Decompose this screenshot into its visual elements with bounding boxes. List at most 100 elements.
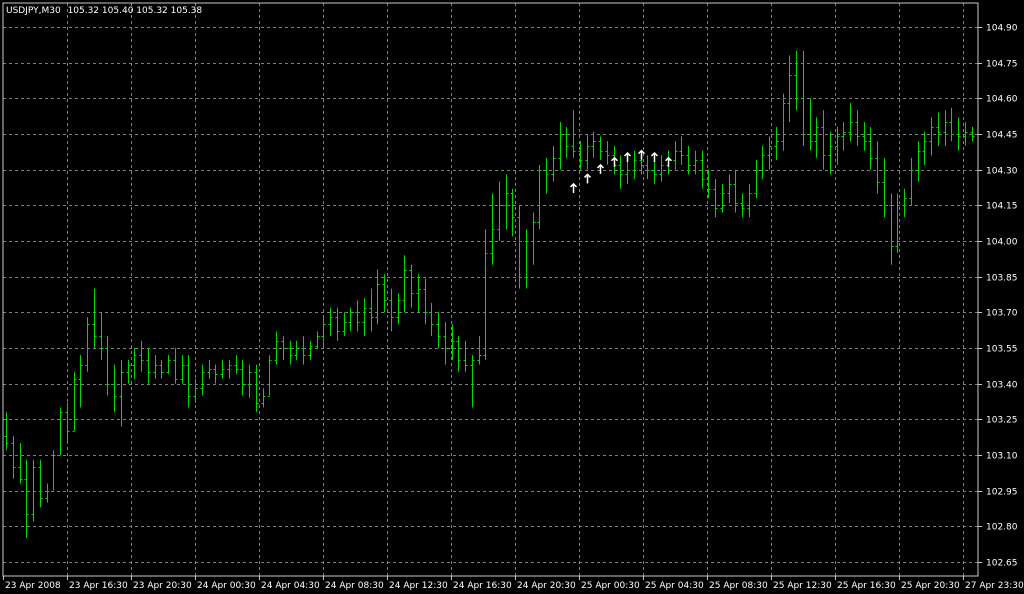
ohlc-bar <box>517 205 522 289</box>
ohlc-bar <box>119 359 124 427</box>
ohlc-bar <box>254 364 259 413</box>
time-tick-label: 23 Apr 2008 <box>5 581 61 591</box>
up-arrow-icon <box>596 163 605 174</box>
ohlc-bar <box>180 355 185 384</box>
ohlc-bar <box>436 312 441 348</box>
grid <box>3 3 978 576</box>
time-tick-label: 24 Apr 16:30 <box>453 581 512 591</box>
arrow-head <box>583 173 592 178</box>
ohlc-bar <box>31 459 36 522</box>
ohlc-bar <box>153 355 158 379</box>
time-tick-label: 23 Apr 20:30 <box>133 581 192 591</box>
ohlc-bar <box>733 169 738 213</box>
ohlc-bar <box>760 145 765 180</box>
ohlc-bar <box>882 157 887 218</box>
up-arrow-icon <box>569 182 578 193</box>
ohlc-bar <box>213 364 218 384</box>
ohlc-bar <box>389 288 394 332</box>
ohlc-bar <box>159 359 164 379</box>
ohlc-bar <box>193 378 198 403</box>
ohlc-bar <box>186 355 191 408</box>
up-arrow-icon <box>623 151 632 163</box>
ohlc-bar <box>200 364 205 396</box>
ohlc-bar <box>727 174 732 203</box>
ohlc-bar <box>207 359 212 379</box>
time-tick-label: 23 Apr 16:30 <box>69 581 128 591</box>
ohlc-bar <box>456 336 461 372</box>
time-tick-label: 25 Apr 12:30 <box>773 581 832 591</box>
time-tick-label: 27 Apr 23:30 <box>965 581 1024 591</box>
ohlc-bar <box>288 340 293 365</box>
ohlc-bar <box>173 348 178 384</box>
signal-arrows <box>569 149 673 193</box>
ohlc-bar <box>794 50 799 111</box>
ohlc-bar <box>267 355 272 397</box>
ohlc-bar <box>261 388 266 408</box>
ohlc-bar <box>227 359 232 379</box>
time-tick-label: 24 Apr 00:30 <box>197 581 256 591</box>
arrow-head <box>650 151 659 157</box>
arrow-head <box>637 149 646 155</box>
price-tick-label: 103.55 <box>986 345 1018 355</box>
ohlc-bar <box>328 307 333 337</box>
price-tick-label: 102.95 <box>986 488 1018 498</box>
price-axis: 104.90 104.75 104.60 104.45 104.30 104.15 104.… <box>978 24 1018 569</box>
ohlc-bar <box>72 371 77 432</box>
ohlc-bar <box>625 160 630 184</box>
ohlc-bar <box>315 331 320 348</box>
price-tick-label: 103.85 <box>986 274 1018 284</box>
ohlc-bar <box>99 312 104 360</box>
ohlc-bar <box>835 126 840 165</box>
price-tick-label: 103.70 <box>986 309 1018 319</box>
ohlc-bar <box>585 134 590 170</box>
ohlc-bar <box>605 141 610 165</box>
ohlc-bar <box>909 157 914 206</box>
ohlc-bar <box>301 336 306 365</box>
ohlc-bar <box>92 288 97 348</box>
ohlc-bar <box>321 317 326 348</box>
price-tick-label: 103.25 <box>986 416 1018 426</box>
ohlc-bar <box>781 93 786 151</box>
ohlc-bar <box>571 110 576 158</box>
ohlc-bar <box>591 131 596 158</box>
ohlc-bar <box>808 98 813 151</box>
ohlc-bar <box>240 359 245 396</box>
ohlc-bar <box>578 141 583 170</box>
ohlc-bar <box>632 150 637 180</box>
time-tick-label: 25 Apr 20:30 <box>901 581 960 591</box>
ohlc-bar <box>801 50 806 146</box>
up-arrow-icon <box>583 173 592 184</box>
time-axis: 23 Apr 2008 23 Apr 16:30 23 Apr 20:30 24 Ap… <box>3 576 1024 591</box>
price-tick-label: 104.90 <box>986 24 1018 34</box>
ohlc-bar <box>348 307 353 332</box>
ohlc-bar <box>342 312 347 337</box>
ohlc-bar <box>659 155 664 182</box>
ohlc-bar <box>483 229 488 360</box>
ohlc-bar <box>531 212 536 265</box>
ohlc-bar <box>821 110 826 170</box>
ohlc-bar <box>929 117 934 156</box>
ohlc-bar <box>355 300 360 332</box>
ohlc-bar <box>45 483 50 503</box>
time-tick-label: 24 Apr 20:30 <box>517 581 576 591</box>
ohlc-bar <box>713 179 718 218</box>
ohlc-bar <box>956 117 961 151</box>
price-tick-label: 102.65 <box>986 559 1018 569</box>
time-tick-label: 24 Apr 08:30 <box>325 581 384 591</box>
price-tick-label: 103.10 <box>986 452 1018 462</box>
ohlc-bar <box>943 110 948 146</box>
arrow-head <box>623 151 632 157</box>
ohlc-bar <box>564 126 569 158</box>
time-tick-label: 24 Apr 04:30 <box>261 581 320 591</box>
ohlc-bar <box>875 141 880 194</box>
up-arrow-icon <box>664 156 673 167</box>
ohlc-bar <box>902 188 907 218</box>
price-tick-label: 104.60 <box>986 95 1018 105</box>
ohlc-bar <box>916 141 921 182</box>
ohlc-bar <box>686 145 691 175</box>
price-tick-label: 102.80 <box>986 523 1018 533</box>
ohlc-bar <box>132 348 137 379</box>
ohlc-bar <box>537 164 542 230</box>
